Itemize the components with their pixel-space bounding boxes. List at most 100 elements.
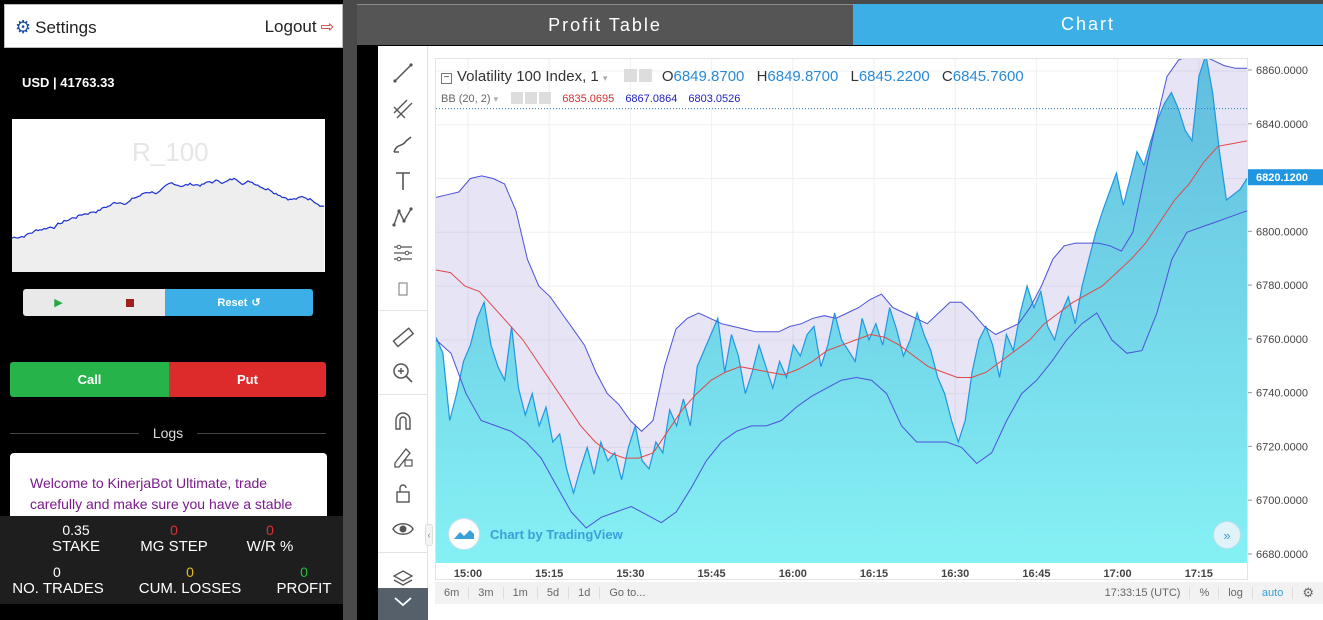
top-bar: ⚙ Settings Logout ⇨	[4, 4, 343, 48]
bot-controls: ▶ Reset ↺	[23, 289, 313, 316]
price-area	[436, 54, 1247, 564]
open-value: 6849.8700	[673, 68, 745, 85]
mini-chart-line	[11, 177, 325, 239]
pattern-icon[interactable]	[391, 205, 415, 229]
stat-label: STAKE	[51, 538, 101, 555]
chart-panel: Profit Table Chart ‹	[357, 4, 1323, 620]
zoom-in-icon[interactable]	[391, 361, 415, 385]
bb-lower-value: 6803.0526	[688, 93, 741, 105]
logs-header: Logs	[10, 425, 327, 441]
legend-dropdown-icon[interactable]: ▾	[493, 94, 499, 104]
price-plot[interactable]: 15:00 15:15 15:30 15:45 16:00 16:15 16:30 16:45…	[435, 54, 1249, 580]
mini-chart-svg: R_100	[11, 137, 325, 272]
lock-drawing-icon[interactable]	[391, 445, 415, 469]
stat-value: 0	[186, 564, 194, 580]
low-label: L	[850, 68, 859, 85]
reset-button[interactable]: Reset ↺	[165, 289, 313, 316]
percent-toggle[interactable]: %	[1190, 587, 1220, 599]
x-tick-label: 15:00	[454, 568, 482, 580]
chart-legend: − Volatility 100 Index, 1 ▾ O6849.8700 H6…	[441, 68, 1024, 85]
legend-dropdown-icon[interactable]: ▾	[602, 73, 608, 83]
watermark-text: Chart by TradingView	[490, 526, 623, 542]
y-tick-label: 6840.0000	[1256, 119, 1308, 131]
logout-label: Logout	[264, 17, 317, 36]
utc-clock[interactable]: 17:33:15 (UTC)	[1096, 587, 1191, 599]
stat-label: MG STEP	[140, 538, 208, 555]
range-1d[interactable]: 1d	[569, 587, 601, 599]
stop-icon	[125, 298, 134, 307]
toolbar-collapse-button[interactable]	[378, 588, 428, 620]
tab-profit-table[interactable]: Profit Table	[357, 4, 853, 45]
magnet-icon[interactable]	[391, 409, 415, 433]
text-tool-icon[interactable]	[391, 169, 415, 193]
price-axis[interactable]: 6860.00006840.00006820.00006800.00006780…	[1248, 58, 1323, 580]
call-button[interactable]: Call	[10, 362, 169, 397]
goto-button[interactable]: Go to...	[609, 587, 646, 599]
prediction-icon[interactable]	[391, 241, 415, 265]
trend-line-icon[interactable]	[391, 61, 415, 85]
open-label: O	[661, 68, 674, 85]
stat-value: 0	[266, 522, 274, 538]
range-6m[interactable]: 6m	[435, 587, 470, 599]
mini-chart-watermark: R_100	[132, 137, 209, 167]
toolbar-toggle-handle[interactable]: ‹	[425, 524, 433, 546]
bb-upper-line	[435, 54, 1247, 432]
high-value: 6849.8700	[767, 68, 839, 85]
stat-stake: 0.35 STAKE	[40, 522, 112, 556]
mini-chart: R_100	[11, 119, 325, 272]
eye-icon[interactable]	[391, 517, 415, 541]
range-1m[interactable]: 1m	[504, 587, 538, 599]
divider	[197, 432, 327, 434]
tradingview-watermark[interactable]: Chart by TradingView	[448, 518, 623, 550]
stat-profit: 0 PROFIT	[270, 564, 338, 598]
gear-icon[interactable]: ⚙	[1302, 585, 1314, 600]
y-tick-label: 6800.0000	[1256, 226, 1308, 238]
play-button[interactable]: ▶	[23, 289, 94, 316]
brush-icon[interactable]	[391, 133, 415, 157]
last-price-badge	[1248, 169, 1323, 186]
settings-small-icon[interactable]	[638, 69, 652, 82]
toolbar-divider	[378, 394, 428, 395]
price-axis-svg: 6860.00006840.00006820.00006800.00006780…	[1248, 65, 1323, 561]
log-toggle[interactable]: log	[1219, 587, 1253, 599]
range-5d[interactable]: 5d	[538, 587, 570, 599]
x-tick-label: 15:15	[535, 568, 563, 580]
divider	[10, 432, 139, 434]
range-3m[interactable]: 3m	[469, 587, 504, 599]
icon-shape-icon[interactable]	[391, 277, 415, 301]
double-chevron-right-icon: »	[1223, 527, 1231, 543]
auto-toggle[interactable]: auto	[1253, 587, 1294, 599]
x-tick-label: 15:30	[616, 568, 644, 580]
y-tick-label: 6740.0000	[1256, 388, 1308, 400]
scroll-to-realtime-button[interactable]: »	[1213, 521, 1241, 549]
layers-icon[interactable]	[391, 567, 415, 591]
ruler-icon[interactable]	[391, 325, 415, 349]
x-tick-label: 16:15	[860, 568, 888, 580]
x-tick-label: 16:45	[1022, 568, 1050, 580]
y-tick-label: 6860.0000	[1256, 65, 1308, 77]
bb-mid-value: 6835.0695	[562, 93, 615, 105]
stop-button[interactable]	[94, 289, 165, 316]
stat-label: NO. TRADES	[12, 580, 104, 597]
tradingview-logo-icon	[448, 518, 480, 550]
unlock-icon[interactable]	[391, 481, 415, 505]
settings-button[interactable]: ⚙ Settings	[15, 17, 97, 38]
logout-button[interactable]: Logout ⇨	[265, 17, 334, 37]
tab-chart[interactable]: Chart	[853, 4, 1323, 45]
fib-tool-icon[interactable]	[391, 97, 415, 121]
stat-no-trades: 0 NO. TRADES	[10, 564, 106, 598]
bb-lower-line	[435, 210, 1248, 529]
drawing-toolbar: ‹	[378, 46, 433, 620]
stat-label: PROFIT	[276, 580, 332, 597]
y-tick-label: 6720.0000	[1256, 441, 1308, 453]
close-icon[interactable]	[539, 92, 552, 104]
put-button[interactable]: Put	[169, 362, 326, 397]
x-tick-label: 17:00	[1104, 568, 1132, 580]
settings-small-icon[interactable]	[525, 92, 538, 104]
visibility-icon[interactable]	[511, 92, 524, 104]
settings-label: Settings	[35, 17, 97, 37]
log-box[interactable]: Welcome to KinerjaBot Ultimate, trade ca…	[10, 453, 327, 523]
settings-small-icon[interactable]	[623, 69, 637, 82]
tradingview-chart: ‹ 15:00 15:15 15:30 15:45 16:00 16:15 16:30 16:…	[378, 46, 1323, 620]
collapse-legend-icon[interactable]: −	[441, 73, 452, 84]
